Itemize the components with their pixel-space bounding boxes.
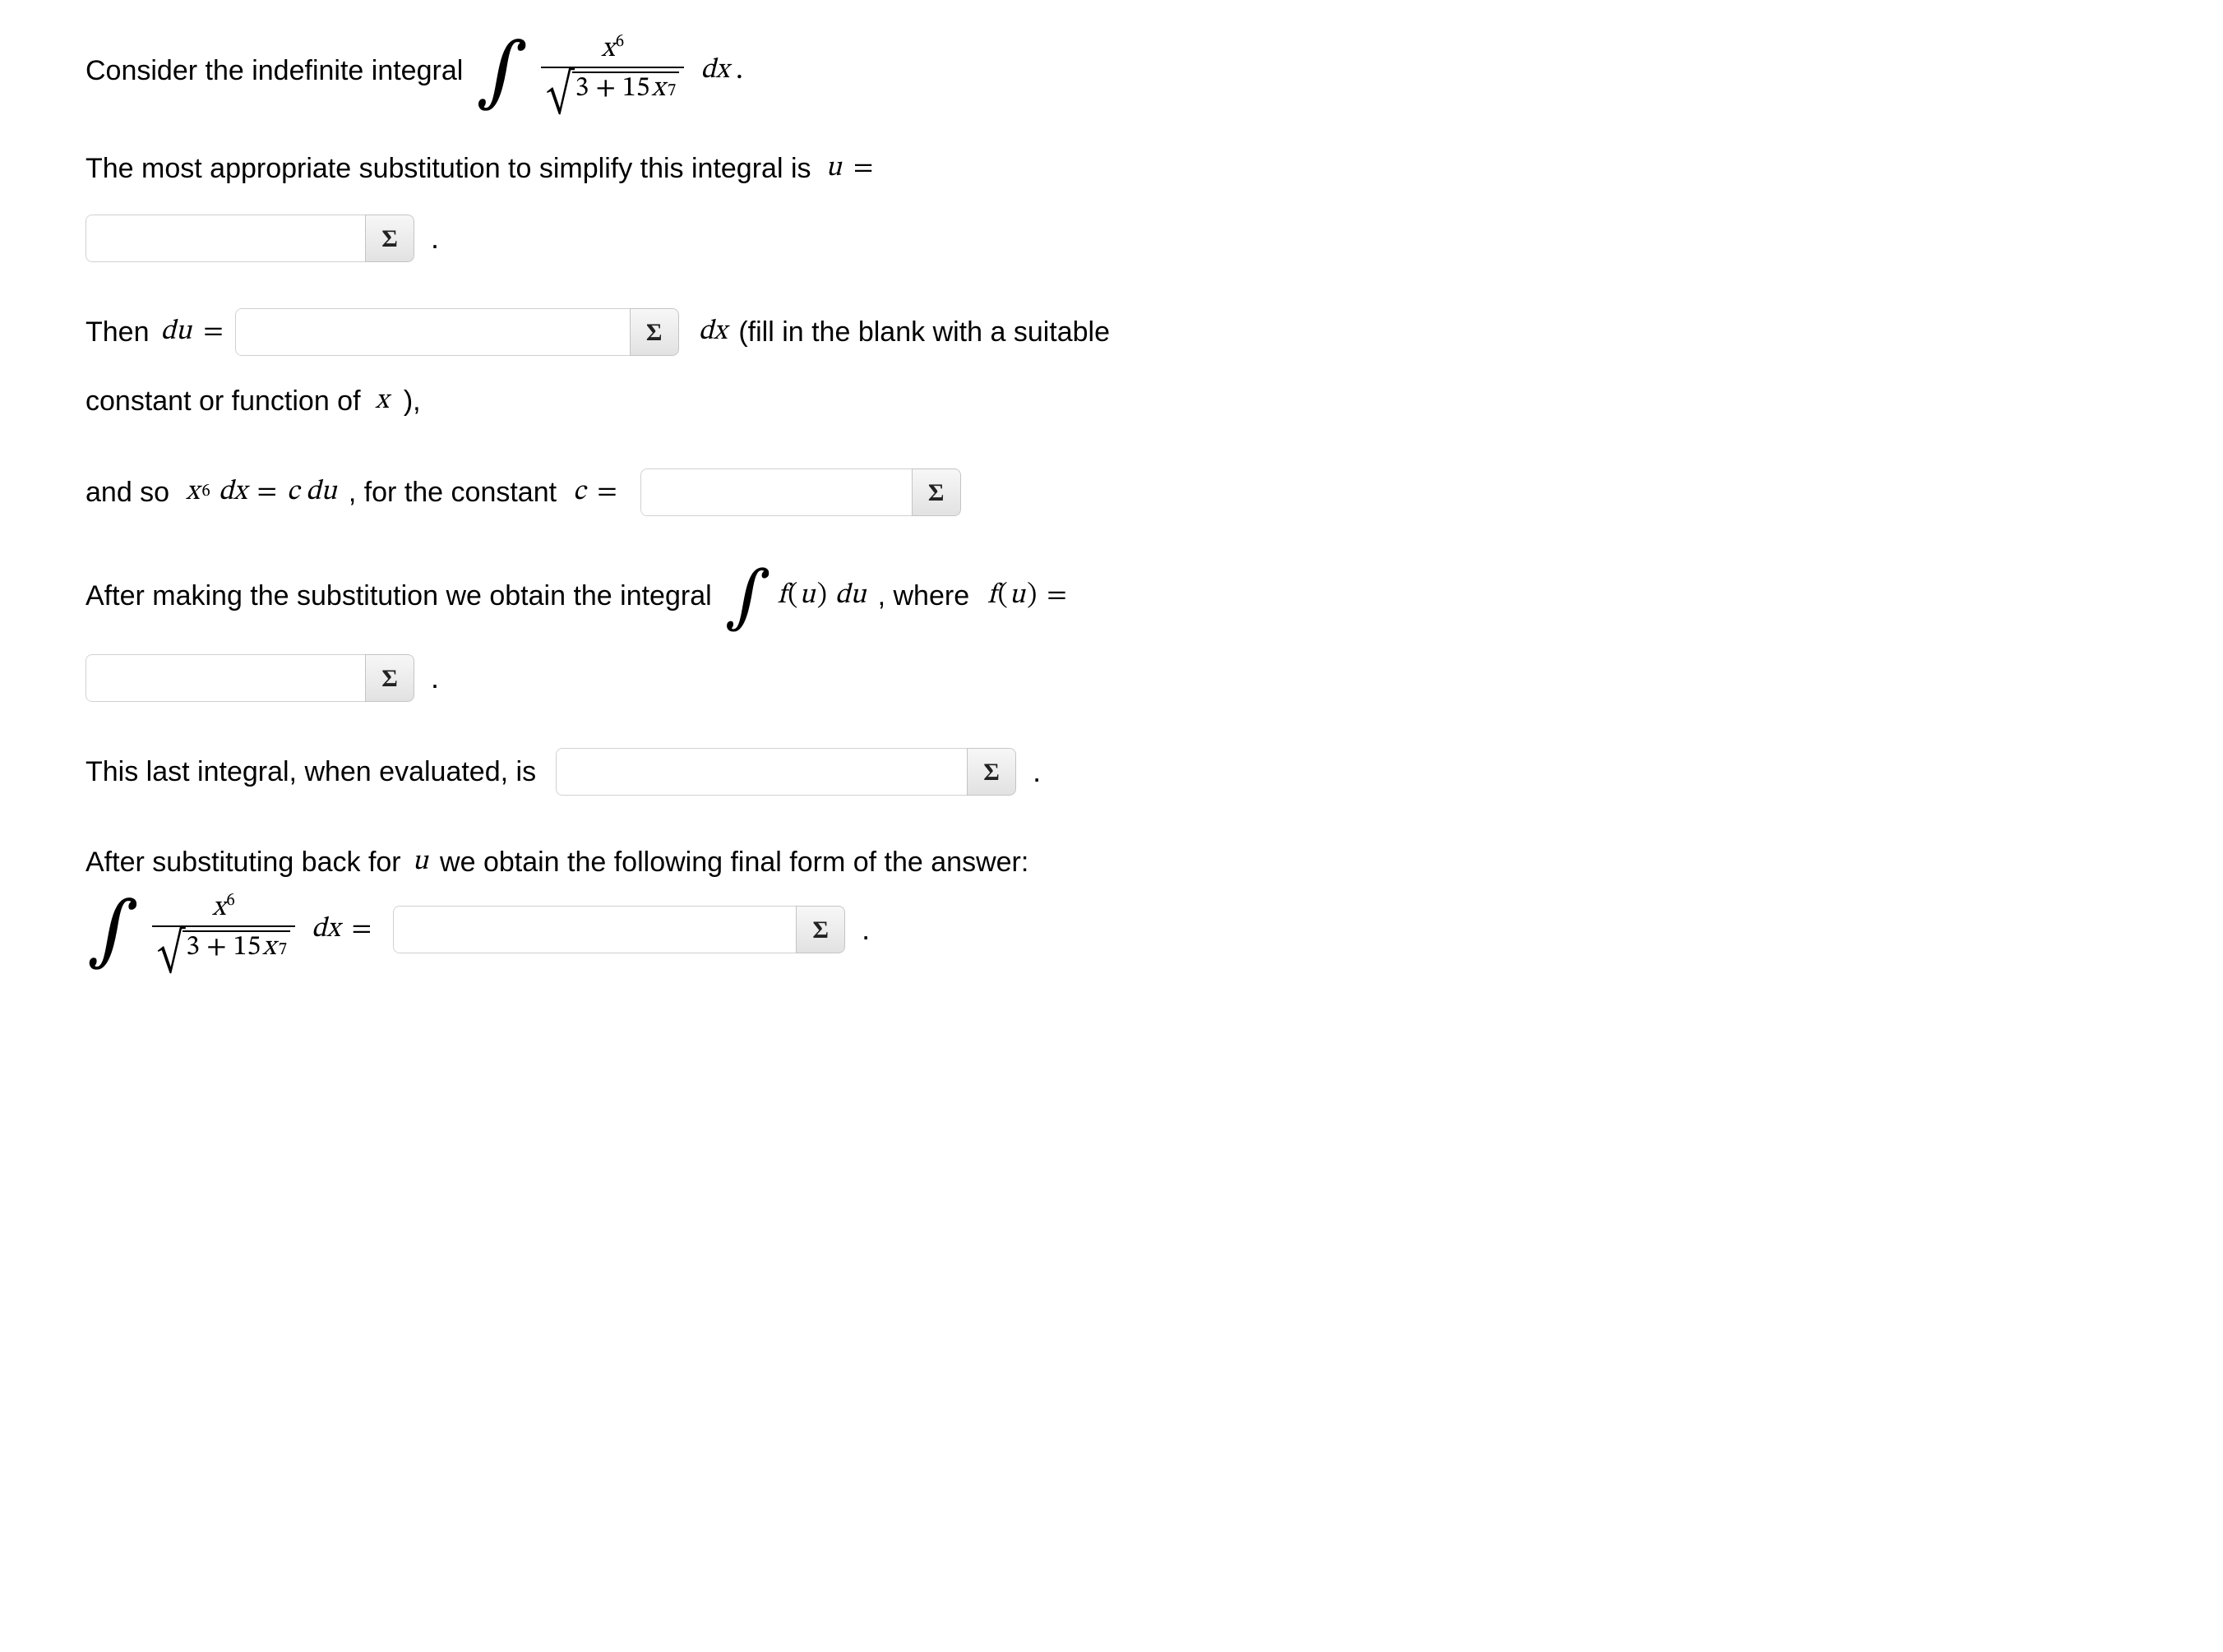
radicand-plus: + xyxy=(206,934,226,963)
numerator-x: x xyxy=(601,35,614,63)
c-var: c xyxy=(573,472,585,514)
eq-sign: = xyxy=(256,472,276,514)
du-var: du xyxy=(161,311,192,353)
u-input[interactable] xyxy=(86,215,365,262)
text-fill-blank: (fill in the blank with a suitable xyxy=(738,311,1110,353)
period: . xyxy=(431,216,439,261)
radicand-plus: + xyxy=(595,75,615,104)
eval-input[interactable] xyxy=(556,748,967,796)
radical-icon: √ xyxy=(157,933,184,972)
sigma-button[interactable]: Σ xyxy=(365,215,414,262)
text-consider: Consider the indefinite integral xyxy=(86,50,463,92)
x-var: x xyxy=(376,381,389,422)
eq-sign: = xyxy=(203,311,223,353)
eq-sign: = xyxy=(853,148,873,190)
close-paren: ) xyxy=(817,575,827,617)
dx: dx xyxy=(700,50,729,92)
radicand-a: 3 xyxy=(575,75,589,104)
line-c: and so x6 dx = c du , for the constant c… xyxy=(86,468,2174,516)
u-var: u xyxy=(826,148,842,190)
c-input[interactable] xyxy=(640,468,912,516)
dx-var: dx xyxy=(699,311,728,353)
fraction: x6 √ 3 + 15x7 xyxy=(152,894,295,965)
final-answer-box: Σ xyxy=(393,906,845,953)
line-substitution-lead: The most appropriate substitution to sim… xyxy=(86,148,2174,190)
fu-eq: f(u) = xyxy=(987,575,1075,617)
close-paren: ) xyxy=(1027,575,1037,617)
line-evaluated: This last integral, when evaluated, is Σ… xyxy=(86,748,2174,796)
integral-sign-icon: ∫ xyxy=(476,36,528,112)
line-consider: Consider the indefinite integral ∫ x6 √ … xyxy=(86,33,2174,108)
sigma-button[interactable]: Σ xyxy=(365,654,414,702)
text-and-so: and so xyxy=(86,472,169,514)
f: f xyxy=(987,575,996,617)
final-input[interactable] xyxy=(393,906,796,953)
open-paren: ( xyxy=(788,575,797,617)
numerator-exp: 6 xyxy=(616,34,624,51)
eq-sign: = xyxy=(352,909,372,951)
eq-sign: = xyxy=(597,472,617,514)
sqrt: √ 3 + 15x7 xyxy=(157,930,290,965)
x6-x: x xyxy=(186,472,199,514)
period: . xyxy=(862,907,870,952)
u-answer-box: Σ xyxy=(86,215,414,262)
radical-icon: √ xyxy=(546,74,573,113)
text-we-obtain: we obtain the following final form of th… xyxy=(440,842,1028,884)
sigma-button[interactable]: Σ xyxy=(796,906,845,953)
du: du xyxy=(835,575,867,617)
text-after-sub: After making the substitution we obtain … xyxy=(86,575,712,617)
text-where: , where xyxy=(878,575,970,617)
period: . xyxy=(431,656,439,700)
close-paren-comma: ), xyxy=(404,381,421,422)
radicand-a: 3 xyxy=(186,934,200,963)
sigma-button[interactable]: Σ xyxy=(912,468,961,516)
dx: dx xyxy=(312,909,340,951)
u: u xyxy=(1010,575,1025,617)
fu-answer-box: Σ xyxy=(86,654,414,702)
line-u-input: Σ . xyxy=(86,215,2174,262)
integral-original: ∫ x6 √ 3 + 15x7 dx. xyxy=(474,33,742,108)
du-answer-box: Σ xyxy=(235,308,679,356)
line-fu-lead: After making the substitution we obtain … xyxy=(86,562,2174,630)
numerator-x: x xyxy=(212,894,225,922)
sigma-button[interactable]: Σ xyxy=(630,308,679,356)
u-var: u xyxy=(413,842,428,884)
c-du: c du xyxy=(287,472,337,514)
radicand-x: x xyxy=(652,75,665,104)
line-final: ∫ x6 √ 3 + 15x7 dx = Σ . xyxy=(86,892,2174,967)
integral-sign-icon: ∫ xyxy=(725,565,771,633)
radicand-coeff: 15 xyxy=(622,75,650,104)
du-input[interactable] xyxy=(235,308,630,356)
radicand-x: x xyxy=(262,934,275,963)
open-paren: ( xyxy=(998,575,1008,617)
period: . xyxy=(1033,750,1041,794)
c-answer-box: Σ xyxy=(640,468,961,516)
text-then: Then xyxy=(86,311,150,353)
fraction: x6 √ 3 + 15x7 xyxy=(541,35,684,106)
text-sub-lead: The most appropriate substitution to sim… xyxy=(86,148,811,190)
f: f xyxy=(778,575,786,617)
u: u xyxy=(799,575,815,617)
text-const-or-func: constant or function of xyxy=(86,381,361,422)
fu-input[interactable] xyxy=(86,654,365,702)
text-after-back: After substituting back for xyxy=(86,842,401,884)
text-last-integral: This last integral, when evaluated, is xyxy=(86,751,536,793)
integral-sign-icon: ∫ xyxy=(87,895,139,971)
line-after-back: After substituting back for u we obtain … xyxy=(86,842,2174,884)
sigma-button[interactable]: Σ xyxy=(967,748,1016,796)
numerator-exp: 6 xyxy=(226,893,234,910)
line-du: Then du = Σ dx (fill in the blank with a… xyxy=(86,308,2174,356)
text-for-const: , for the constant xyxy=(349,472,557,514)
period: . xyxy=(736,48,743,93)
integral-fu: ∫ f(u) du xyxy=(723,562,867,630)
integral-final: ∫ x6 √ 3 + 15x7 dx = xyxy=(86,892,381,967)
x6dx: x6 dx = c du xyxy=(186,472,337,514)
eval-answer-box: Σ xyxy=(556,748,1016,796)
x6-dx: dx xyxy=(219,472,247,514)
radicand-coeff: 15 xyxy=(233,934,261,963)
eq-sign: = xyxy=(1047,575,1066,617)
sqrt: √ 3 + 15x7 xyxy=(546,72,679,106)
line-fu-input: Σ . xyxy=(86,654,2174,702)
line-const-or-func: constant or function of x), xyxy=(86,381,2174,422)
